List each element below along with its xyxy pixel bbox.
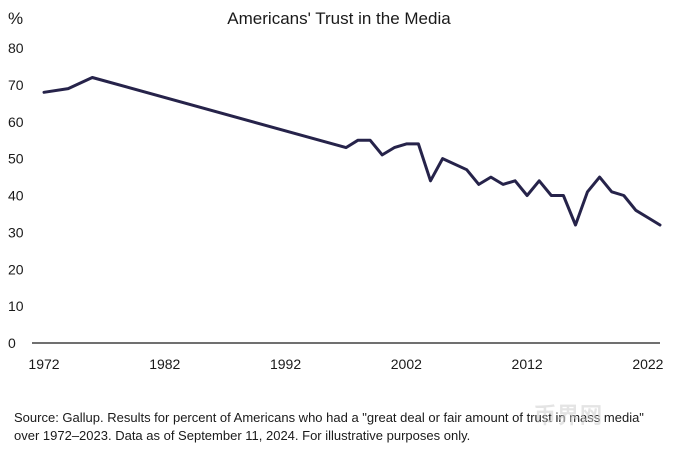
line-chart: Americans' Trust in the Media % 0 10 20 30 4… [8,9,664,372]
y-tick-label: 30 [8,224,24,240]
y-tick-label: 20 [8,261,24,277]
y-tick-label: 70 [8,77,24,93]
y-tick-label: 10 [8,298,24,314]
x-tick-label: 1992 [270,356,301,372]
watermark-logo: 币界网 [534,403,604,428]
x-tick-label: 1972 [28,356,59,372]
y-tick-label: 60 [8,114,24,130]
y-axis-unit-label: % [8,9,23,28]
x-tick-label: 2002 [391,356,422,372]
chart-title: Americans' Trust in the Media [227,9,451,28]
y-tick-label: 0 [8,335,16,351]
series-line [42,76,662,227]
y-tick-label: 40 [8,188,24,204]
y-tick-label: 80 [8,40,24,56]
x-tick-label: 1982 [149,356,180,372]
y-tick-label: 50 [8,151,24,167]
x-tick-label: 2012 [512,356,543,372]
x-tick-label: 2022 [632,356,663,372]
source-note: Source: Gallup. Results for percent of A… [14,410,644,443]
